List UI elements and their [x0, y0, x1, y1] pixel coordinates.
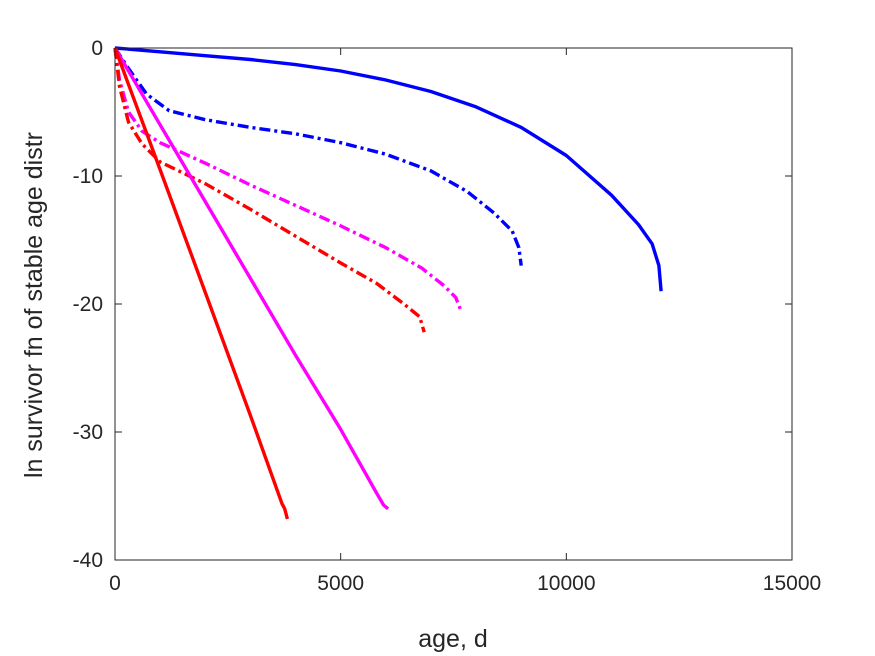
y-tick-label: 0 [91, 37, 103, 60]
axes-layer: 0 5000 10000 15000 0 -10 -20 -30 -40 [73, 37, 822, 595]
y-tick-label: -20 [73, 293, 103, 316]
x-tick-label: 5000 [317, 572, 364, 595]
plot-frame [114, 47, 793, 561]
x-axis-label: age, d [418, 625, 488, 653]
series-line-1 [114, 46, 663, 292]
x-tick-label: 10000 [537, 572, 595, 595]
x-tick-label: 0 [109, 572, 121, 595]
series-line-5 [113, 47, 390, 511]
y-tick-label: -10 [73, 165, 103, 188]
series-layer [113, 46, 663, 520]
y-axis-label: ln survivor fn of stable age distr [20, 132, 48, 478]
series-line-6 [113, 47, 290, 520]
series-line-2 [113, 47, 523, 266]
x-tick-label: 15000 [763, 572, 821, 595]
y-tick-label: -40 [73, 549, 103, 572]
y-tick-label: -30 [73, 421, 103, 444]
series-line-4 [113, 47, 426, 333]
series-line-3 [113, 47, 462, 310]
